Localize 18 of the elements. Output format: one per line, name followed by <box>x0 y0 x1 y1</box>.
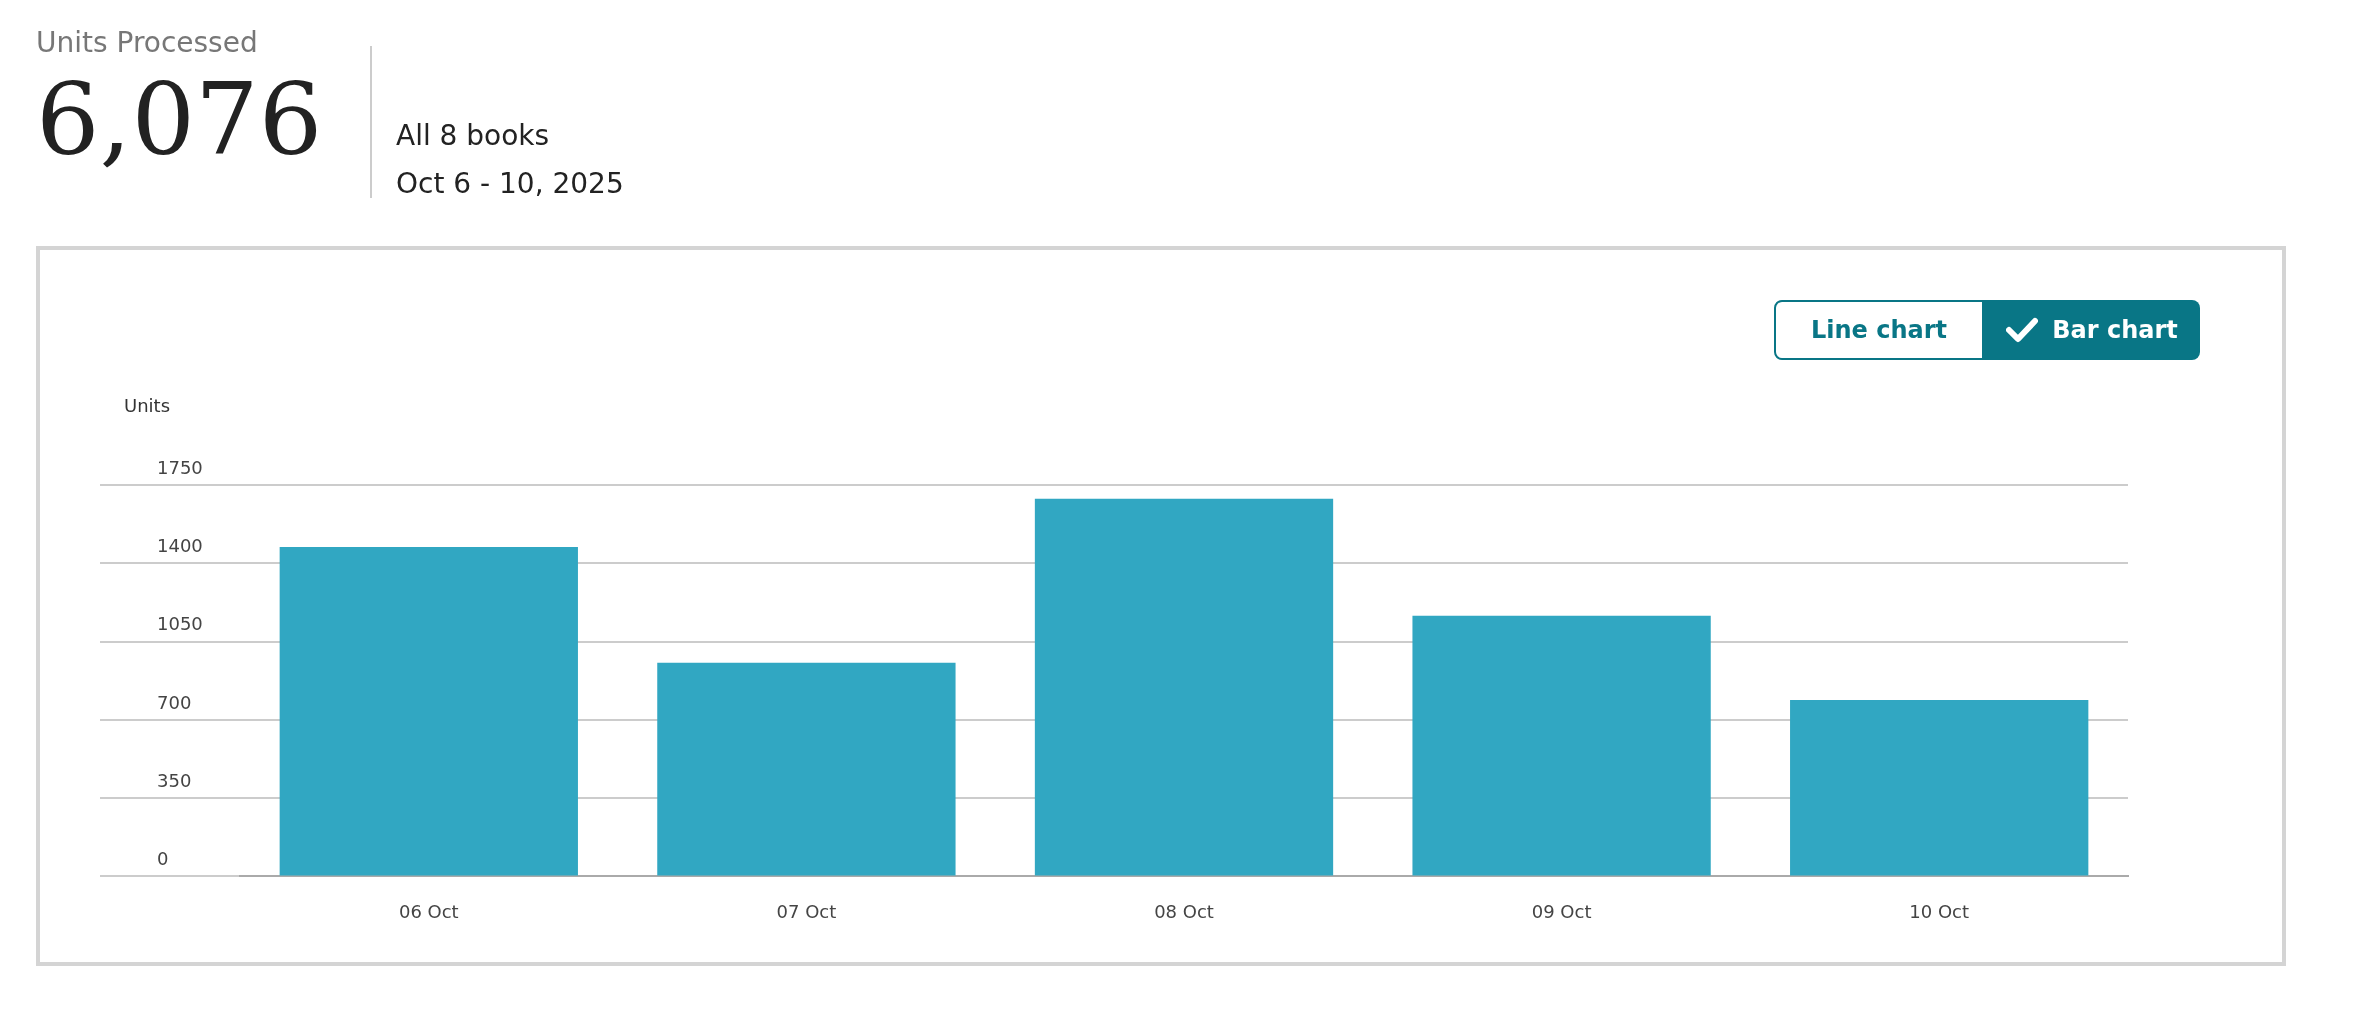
x-tick-label: 08 Oct <box>1154 900 1214 922</box>
text: Oct 6 - 10, 2025 <box>396 166 624 202</box>
text: All 8 books <box>396 118 551 154</box>
x-tick-label: 06 Oct <box>398 900 459 922</box>
x-tick-label: 07 Oct <box>776 900 837 922</box>
y-axis-title: Units <box>124 394 171 416</box>
chart-subtitle: 6,076 <box>36 60 323 180</box>
x-tick-label: 10 Oct <box>1909 900 1970 922</box>
y-tick-label: 1750 <box>157 456 203 478</box>
x-tick-label: 09 Oct <box>1531 900 1592 922</box>
line-chart-toggle: Line chart <box>1774 300 1984 360</box>
chart-title: Units Processed <box>36 26 258 59</box>
y-tick-label: 0 <box>157 848 169 870</box>
y-tick-label: 350 <box>157 769 192 791</box>
y-tick-label: 700 <box>157 691 192 713</box>
y-tick-label: 1400 <box>157 534 203 556</box>
bar-chart-toggle: Bar chart <box>1984 300 2200 360</box>
y-tick-label: 1050 <box>157 613 203 635</box>
